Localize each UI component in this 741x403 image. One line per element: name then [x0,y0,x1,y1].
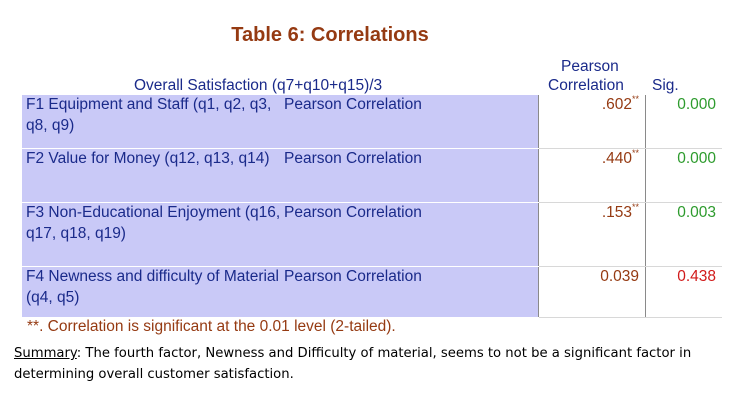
correlation-value-cell: .153** [538,202,646,267]
overall-satisfaction-header: Overall Satisfaction (q7+q10+q15)/3 [134,77,383,94]
significance-footnote: **. Correlation is significant at the 0.… [27,318,396,335]
significance-stars: ** [631,148,639,158]
table-title: Table 6: Correlations [231,24,429,46]
significance-stars: ** [631,94,639,104]
sig-value: 0.438 [645,266,722,318]
correlation-value: 0.039 [600,268,639,285]
correlation-value: .602 [601,96,632,113]
factor-label: F4 Newness and difficulty of Material (q… [22,266,284,318]
correlation-value-cell: .440** [538,148,646,203]
pearson-header-line1: Pearson [561,58,619,75]
pearson-correlation-header: Pearson Correlation [548,57,638,95]
correlations-table: F1 Equipment and Staff (q1, q2, q3, q8, … [22,95,722,318]
summary-text: : The fourth factor, Newness and Difficu… [14,346,692,382]
sig-header: Sig. [652,77,679,94]
table-row: F4 Newness and difficulty of Material (q… [22,266,722,318]
factor-label: F1 Equipment and Staff (q1, q2, q3, q8, … [22,95,284,149]
statistic-label: Pearson Correlation [284,95,539,149]
sig-value: 0.003 [645,202,722,267]
correlation-value-cell: 0.039 [538,266,646,318]
correlation-value: .440 [601,150,632,167]
sig-value: 0.000 [645,95,722,149]
factor-label: F3 Non-Educational Enjoyment (q16, q17, … [22,202,284,267]
pearson-header-line2: Correlation [548,77,624,94]
factor-label: F2 Value for Money (q12, q13, q14) [22,148,284,203]
table-row: F2 Value for Money (q12, q13, q14) Pears… [22,148,722,203]
summary-label: Summary [14,346,77,361]
statistic-label: Pearson Correlation [284,202,539,267]
correlation-value: .153 [601,204,632,221]
correlation-value-cell: .602** [538,94,646,149]
sig-value: 0.000 [645,148,722,203]
table-row: F1 Equipment and Staff (q1, q2, q3, q8, … [22,95,722,149]
table-row: F3 Non-Educational Enjoyment (q16, q17, … [22,202,722,267]
statistic-label: Pearson Correlation [284,148,539,203]
summary-paragraph: Summary: The fourth factor, Newness and … [14,343,734,385]
significance-stars: ** [631,202,639,212]
statistic-label: Pearson Correlation [284,266,539,318]
